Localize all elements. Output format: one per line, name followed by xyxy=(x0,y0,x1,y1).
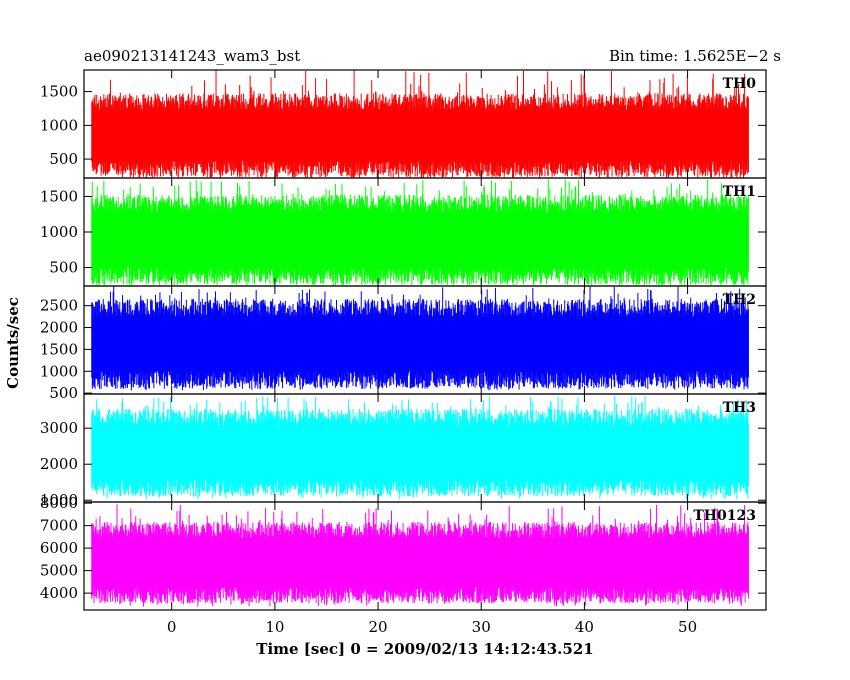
y-tick-label: 5000 xyxy=(40,562,78,580)
y-tick-label: 2000 xyxy=(40,319,78,337)
y-tick-label: 7000 xyxy=(40,517,78,535)
series-th2 xyxy=(91,286,749,391)
y-tick-label: 1500 xyxy=(40,187,78,205)
y-tick-label: 1500 xyxy=(40,83,78,101)
y-tick-label: 500 xyxy=(49,259,78,277)
y-tick-label: 500 xyxy=(49,150,78,168)
x-tick-label: 0 xyxy=(167,618,177,636)
panel-th0123: 4000 5000 6000 7000 8000 TH0123 xyxy=(40,494,767,611)
panel-th0: 500 1000 1500 TH0 xyxy=(40,69,767,179)
series-th0123 xyxy=(91,504,749,607)
y-tick-label: 8000 xyxy=(40,494,78,512)
panel-label: TH3 xyxy=(723,400,756,416)
panel-label: TH0 xyxy=(723,76,757,92)
x-tick-label: 40 xyxy=(575,618,594,636)
y-axis-label: Counts/sec xyxy=(4,297,22,389)
panel-label: TH0123 xyxy=(693,508,756,524)
y-tick-label: 500 xyxy=(49,384,78,402)
y-tick-label: 4000 xyxy=(40,584,78,602)
x-tick-label: 50 xyxy=(678,618,697,636)
series-th0 xyxy=(91,70,749,178)
x-axis-label: Time [sec] 0 = 2009/02/13 14:12:43.521 xyxy=(256,640,593,658)
y-tick-label: 1000 xyxy=(40,116,78,134)
y-tick-label: 1000 xyxy=(40,223,78,241)
y-tick-label: 2000 xyxy=(40,455,78,473)
series-th3 xyxy=(91,395,749,500)
x-tick-label: 30 xyxy=(472,618,491,636)
series-th1 xyxy=(91,179,749,286)
chart-title-left: ae090213141243_wam3_bst xyxy=(84,47,300,65)
panel-label: TH1 xyxy=(723,184,756,200)
x-tick-label: 20 xyxy=(369,618,388,636)
panel-th1: 500 1000 1500 TH1 xyxy=(40,177,767,287)
chart-title-right: Bin time: 1.5625E−2 s xyxy=(609,47,781,65)
x-tick-label: 10 xyxy=(265,618,284,636)
y-tick-label: 3000 xyxy=(40,419,78,437)
panel-th2: 500 1000 1500 2000 2500 TH2 xyxy=(40,285,767,402)
y-tick-label: 1000 xyxy=(40,362,78,380)
panel-frame xyxy=(83,501,767,611)
panel-th3: 1000 2000 3000 TH3 xyxy=(40,393,767,509)
panel-label: TH2 xyxy=(723,292,756,308)
y-tick-label: 6000 xyxy=(40,539,78,557)
y-tick-label: 2500 xyxy=(40,297,78,315)
y-tick-label: 1000 xyxy=(40,491,78,509)
y-tick-label: 1500 xyxy=(40,340,78,358)
